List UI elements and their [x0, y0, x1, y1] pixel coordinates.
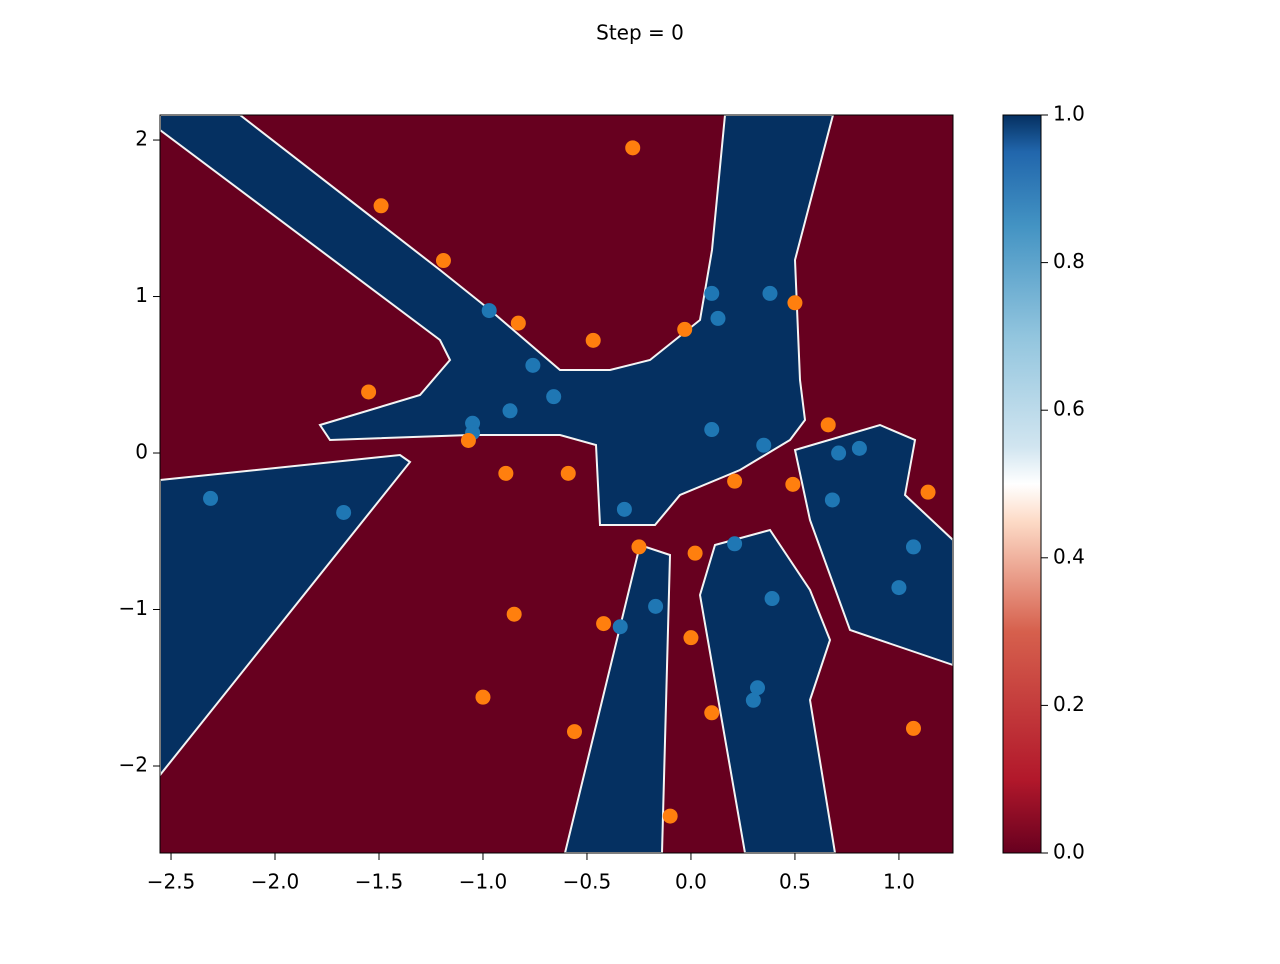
scatter-point	[920, 484, 936, 500]
y-tick-label: −2	[119, 752, 148, 776]
colorbar-tick-label: 0.8	[1053, 249, 1085, 273]
scatter-point	[662, 808, 678, 824]
region-left	[160, 453, 412, 777]
scatter-point	[710, 310, 726, 326]
region-center	[160, 115, 835, 526]
scatter-point	[525, 357, 541, 373]
scatter-point	[905, 720, 921, 736]
scatter-point	[704, 422, 720, 438]
decision-regions	[160, 115, 953, 853]
scatter-point	[435, 253, 451, 269]
colorbar-tick-label: 0.4	[1053, 544, 1085, 568]
y-tick-label: 0	[135, 440, 148, 464]
x-tick-label: −2.0	[251, 870, 300, 894]
scatter-point	[566, 724, 582, 740]
colorbar-tick-label: 0.2	[1053, 692, 1085, 716]
colorbar-tick-label: 0.0	[1053, 840, 1085, 864]
scatter-point	[481, 303, 497, 319]
scatter-point	[683, 630, 699, 646]
region-shapes	[160, 115, 953, 853]
scatter-point	[361, 384, 377, 400]
scatter-point	[785, 476, 801, 492]
scatter-point	[824, 492, 840, 508]
scatter-point	[631, 539, 647, 555]
x-tick-label: −2.5	[147, 870, 196, 894]
x-tick-label: −1.0	[459, 870, 508, 894]
y-tick-label: −1	[119, 596, 148, 620]
scatter-point	[750, 680, 766, 696]
y-tick-label: 2	[135, 127, 148, 151]
scatter-point	[891, 580, 907, 596]
scatter-point	[727, 536, 743, 552]
scatter-point	[373, 198, 389, 214]
scatter-point	[727, 473, 743, 489]
scatter-point	[546, 389, 562, 405]
x-tick-label: −0.5	[563, 870, 612, 894]
scatter-point	[704, 285, 720, 301]
scatter-point	[502, 403, 518, 419]
scatter-point	[475, 689, 491, 705]
scatter-point	[820, 417, 836, 433]
scatter-point	[510, 315, 526, 331]
colorbar	[1002, 114, 1042, 854]
scatter-point	[460, 432, 476, 448]
scatter-point	[756, 437, 772, 453]
scatter-point	[905, 539, 921, 555]
y-tick-label: 1	[135, 283, 148, 307]
scatter-point	[745, 692, 761, 708]
scatter-point	[677, 321, 693, 337]
scatter-point	[764, 591, 780, 607]
plot-frame	[159, 114, 954, 854]
colorbar-tick-label: 0.6	[1053, 397, 1085, 421]
region-bottom-a	[563, 543, 672, 853]
x-tick-label: 0.0	[675, 870, 707, 894]
scatter-point	[648, 598, 664, 614]
region-right	[793, 423, 953, 667]
chart-title: Step = 0	[596, 21, 684, 45]
colorbar-tick-label: 1.0	[1053, 102, 1085, 126]
scatter-point	[625, 140, 641, 156]
x-tick-label: 0.5	[779, 870, 811, 894]
scatter-point	[787, 295, 803, 311]
scatter-point	[704, 705, 720, 721]
scatter-point	[506, 606, 522, 622]
scatter-point	[612, 619, 628, 635]
scatter-point	[585, 332, 601, 348]
scatter-point	[596, 616, 612, 632]
x-tick-label: 1.0	[883, 870, 915, 894]
scatter-point	[616, 501, 632, 517]
scatter-point	[560, 465, 576, 481]
scatter-point	[831, 445, 847, 461]
x-tick-label: −1.5	[355, 870, 404, 894]
scatter-point	[851, 440, 867, 456]
scatter-point	[498, 465, 514, 481]
scatter-point	[687, 545, 703, 561]
scatter-point	[762, 285, 778, 301]
scatter-point	[203, 490, 219, 506]
scatter-point	[336, 504, 352, 520]
